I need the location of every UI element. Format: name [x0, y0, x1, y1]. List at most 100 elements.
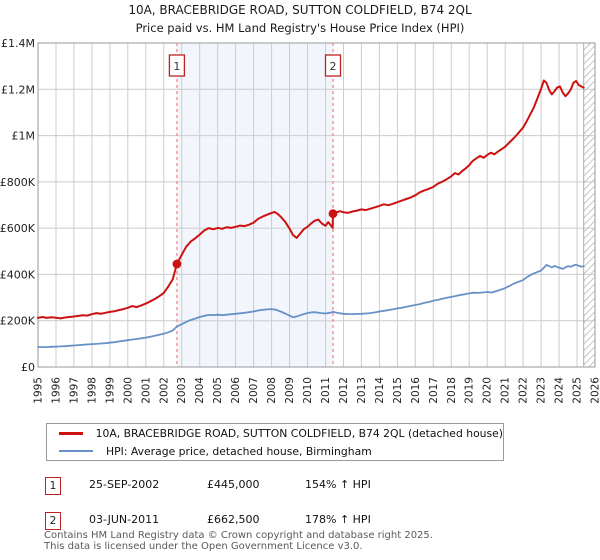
sale-2-price: £662,500: [207, 513, 260, 526]
future-hatch-line: [583, 59, 596, 72]
sale-2-date: 03-JUN-2011: [89, 513, 160, 526]
future-hatch-line: [583, 297, 596, 310]
page-title: 10A, BRACEBRIDGE ROAD, SUTTON COLDFIELD,…: [128, 3, 472, 17]
y-axis-tick-label: £1.4M: [1, 37, 35, 50]
future-hatch-line: [583, 199, 596, 212]
legend-item-property: 10A, BRACEBRIDGE ROAD, SUTTON COLDFIELD,…: [47, 426, 503, 441]
sale-2-hpi-delta: 178% ↑ HPI: [305, 513, 371, 526]
future-hatch-line: [583, 241, 596, 254]
hpi-line-swatch: [59, 450, 93, 452]
chart-legend: 10A, BRACEBRIDGE ROAD, SUTTON COLDFIELD,…: [46, 423, 504, 461]
future-hatch-line: [583, 164, 596, 177]
future-hatch-line: [583, 115, 596, 128]
future-hatch-line: [583, 318, 596, 331]
plot-border: [37, 42, 596, 368]
x-axis-tick-label: 2004: [194, 377, 206, 404]
future-hatch-line: [583, 283, 596, 296]
future-hatch-line: [583, 255, 596, 268]
x-axis-tick-label: 2000: [122, 377, 134, 404]
x-axis-tick-label: 2015: [392, 377, 404, 404]
copyright-line: Contains HM Land Registry data © Crown c…: [44, 530, 433, 541]
x-axis-tick-label: 2018: [446, 377, 458, 404]
licence-line: This data is licensed under the Open Gov…: [44, 541, 363, 552]
sale-2-marker-badge: 2: [45, 512, 61, 530]
future-hatch-line: [583, 234, 596, 247]
future-hatch-line: [583, 339, 596, 352]
sale-point-marker: [328, 209, 338, 219]
future-hatch-line: [583, 171, 596, 184]
hpi-line: [37, 263, 585, 349]
sale-1-price: £445,000: [207, 478, 260, 491]
x-axis-tick-label: 2009: [284, 377, 296, 404]
x-axis-tick-label: 2006: [230, 377, 242, 404]
y-axis-tick-label: £600K: [0, 222, 36, 235]
future-hatch-line: [583, 353, 596, 366]
x-axis-tick-label: 2007: [248, 377, 260, 404]
sale-flag-number: 2: [330, 60, 337, 73]
future-hatch-line: [583, 290, 596, 303]
future-hatch-line: [583, 248, 596, 261]
x-axis-tick-label: 2013: [356, 377, 368, 404]
future-hatch-line: [583, 304, 596, 317]
y-axis-tick-label: £1.2M: [1, 83, 35, 96]
sale-point-marker: [172, 259, 182, 269]
sale-flag-box: [168, 54, 186, 77]
x-axis-tick-label: 2026: [590, 377, 600, 404]
y-axis-tick-label: £200K: [0, 315, 36, 328]
future-hatch-line: [583, 220, 596, 233]
x-axis-tick-label: 2003: [176, 377, 188, 404]
y-axis-tick-label: £0: [21, 361, 35, 374]
property-price-line: [37, 79, 585, 320]
x-axis-tick-label: 2010: [302, 377, 314, 404]
future-hatch-line: [583, 185, 596, 198]
future-hatch-line: [583, 129, 596, 142]
x-axis-tick-label: 2020: [482, 377, 494, 404]
x-axis-tick-label: 2017: [428, 377, 440, 404]
future-hatch-line: [583, 213, 596, 226]
x-axis-tick-label: 2002: [158, 377, 170, 404]
sale-1-date: 25-SEP-2002: [89, 478, 160, 491]
future-hatch-line: [583, 42, 592, 51]
future-hatch-line: [583, 276, 596, 289]
x-axis-tick-label: 1996: [51, 377, 63, 404]
future-hatch-line: [583, 262, 596, 275]
future-hatch-line: [583, 87, 596, 100]
sale-row-2: 2 03-JUN-2011 £662,500 178% ↑ HPI: [0, 512, 600, 530]
y-axis-tick-label: £400K: [0, 268, 36, 281]
future-hatch-line: [583, 346, 596, 359]
x-axis-tick-label: 1995: [33, 377, 45, 404]
future-hatch-line: [583, 143, 596, 156]
property-line-swatch: [59, 431, 83, 435]
page-subtitle: Price paid vs. HM Land Registry's House …: [135, 21, 465, 35]
x-axis-tick-label: 2024: [554, 377, 566, 404]
future-hatch-line: [583, 150, 596, 163]
x-axis-tick-label: 1998: [86, 377, 98, 404]
future-hatch-line: [583, 101, 596, 114]
x-axis-tick-label: 2016: [410, 377, 422, 404]
legend-label: 10A, BRACEBRIDGE ROAD, SUTTON COLDFIELD,…: [95, 426, 503, 440]
y-axis-tick-label: £800K: [0, 176, 36, 189]
x-axis-tick-label: 2008: [266, 377, 278, 404]
x-axis-tick-label: 2025: [572, 377, 584, 404]
future-hatch-line: [583, 45, 596, 58]
x-axis-tick-label: 2019: [464, 377, 476, 404]
future-hatch-line: [583, 52, 596, 65]
future-hatch-line: [583, 227, 596, 240]
future-hatch-line: [583, 136, 596, 149]
x-axis-tick-label: 2005: [212, 377, 224, 404]
price-history-chart: 1 2 £0 £200K £400K £600K £800K £1M £1.2M £1.4M 199…: [0, 37, 600, 404]
future-hatch-line: [588, 360, 596, 368]
future-hatch-line: [583, 66, 596, 79]
future-hatch-line: [583, 206, 596, 219]
sale-row-1: 1 25-SEP-2002 £445,000 154% ↑ HPI: [0, 477, 600, 495]
ownership-band: [176, 43, 333, 367]
future-hatch-line: [583, 157, 596, 170]
future-hatch-line: [583, 122, 596, 135]
future-hatch-line: [583, 325, 596, 338]
x-axis-tick-label: 2021: [500, 377, 512, 404]
future-hatch-line: [583, 311, 596, 324]
future-hatch-line: [583, 269, 596, 282]
legend-label: HPI: Average price, detached house, Birm…: [106, 444, 372, 458]
sale-1-marker-badge: 1: [45, 477, 61, 495]
